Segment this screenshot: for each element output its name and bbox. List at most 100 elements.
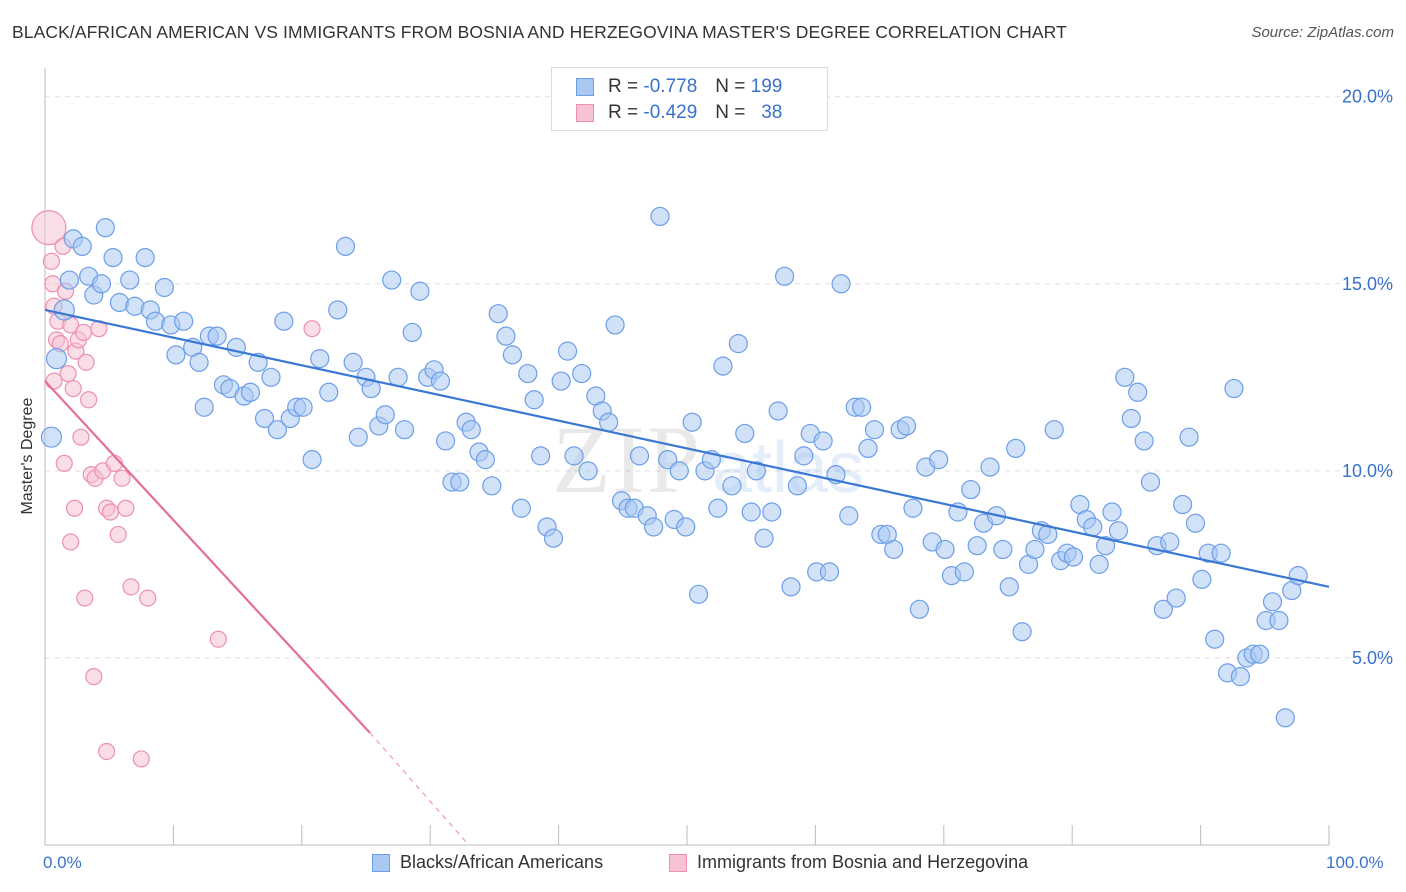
blue-point [267,420,288,440]
blue-point [488,304,508,324]
blue-point [1269,610,1289,631]
blue-point [207,326,227,346]
blue-point [557,341,578,361]
source-label: Source: ZipAtlas.com [1251,24,1394,41]
blue-point [676,517,696,537]
blue-point [1006,438,1026,459]
legend-n-label: N = [715,102,746,123]
blue-point [40,426,63,448]
blue-point [980,457,1000,477]
blue-point [909,599,930,619]
blue-point [502,345,522,365]
pink-point [101,503,120,521]
pink-point [64,379,82,398]
blue-point [929,450,949,470]
blue-point [1089,554,1109,574]
gridlines [45,96,1393,659]
blue-point [884,539,904,560]
blue-point [1166,588,1186,608]
legend-swatch-pink [576,104,594,122]
blue-point [1012,622,1032,642]
blue-point [1095,536,1116,556]
blue-point [682,412,702,432]
blue-point [741,502,761,522]
blue-point [543,528,564,548]
pink-point [45,372,63,390]
blue-point [72,236,92,256]
legend-r-value-pink: -0.429 [643,102,698,123]
bottom-legend-label-pink: Immigrants from Bosnia and Herzegovina [697,852,1029,872]
blue-point [335,236,356,256]
blue-point [410,281,430,301]
blue-point [328,300,348,320]
blue-point [1063,547,1084,567]
blue-point [650,206,670,227]
blue-point [768,401,788,421]
pink-point [139,589,157,607]
x-tick-max: 100.0% [1326,853,1384,872]
blue-point [394,420,415,440]
blue-point [572,363,592,384]
blue-point [53,299,75,321]
blue-point [1140,472,1161,492]
blue-point [644,517,664,537]
blue-point [713,356,733,376]
blue-point [746,461,766,481]
blue-point [839,506,859,526]
blue-point [524,390,544,410]
blue-point [1121,408,1141,429]
blue-point [669,461,689,481]
pink-point [85,668,103,686]
bottom-legend-pink: Immigrants from Bosnia and Herzegovina [669,852,1028,873]
blue-point [382,270,402,290]
blue-point [461,420,481,440]
pink-trend-line-extrapolated [369,732,470,846]
blue-point [1192,569,1212,589]
blue-point [993,539,1013,560]
blue-point [91,274,112,294]
blue-point [1173,494,1193,515]
blue-point [813,431,833,451]
blue-point [999,577,1019,597]
blue-point [754,528,774,548]
blue-point [658,450,678,470]
y-tick-label: 5.0% [1352,648,1393,668]
blue-point [1044,420,1064,440]
blue-series-points [40,206,1308,728]
bottom-legend-label-blue: Blacks/African Americans [400,852,604,872]
pink-point [76,589,94,607]
blue-point [578,461,598,481]
blue-point [120,270,140,290]
pink-point [80,391,98,409]
legend-n-label: N = [715,76,746,97]
blue-point [496,326,516,346]
legend-r-label: R = [608,102,639,123]
pink-point [42,252,61,270]
blue-point [1205,629,1225,649]
y-tick-labels: 5.0% 10.0% 15.0% 20.0% [1342,87,1393,668]
legend-swatch-blue [576,78,594,96]
blue-point [967,536,987,556]
blue-point [1224,378,1244,399]
blue-point [1179,427,1199,447]
blue-point [599,412,619,432]
blue-point [1230,667,1251,687]
trend-lines [44,308,1330,846]
blue-point [961,479,981,500]
blue-point [1153,599,1173,619]
pink-point [113,469,131,487]
blue-point [903,498,923,518]
blue-point [1115,367,1135,387]
blue-point [1250,644,1270,664]
pink-trend-line [44,380,371,734]
blue-point [166,345,186,365]
blue-point [896,416,917,436]
blue-point [343,352,363,372]
blue-point [511,498,531,518]
blue-point [293,397,313,417]
pink-point [55,454,73,472]
blue-point [728,334,748,354]
blue-point [1025,539,1045,560]
legend-n-value-blue: 199 [750,76,783,97]
blue-point [59,270,79,290]
